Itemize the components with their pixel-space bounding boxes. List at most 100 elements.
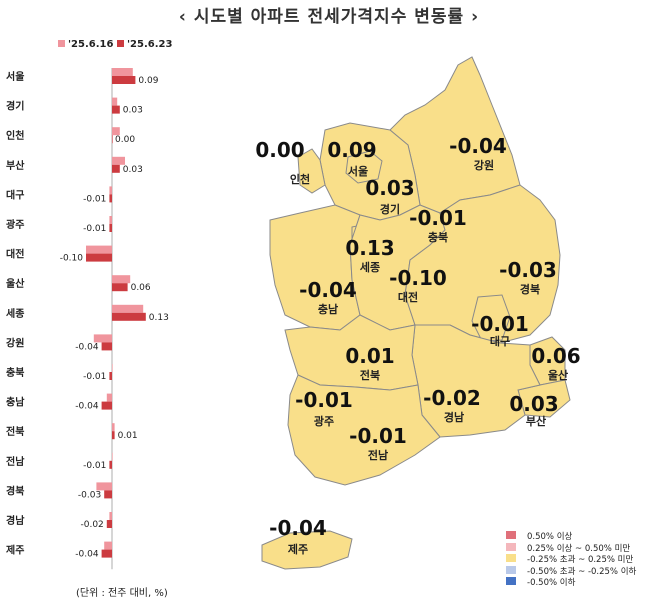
map-region-name: 인천	[290, 172, 310, 186]
map-value: 0.03	[365, 176, 414, 200]
map-region-name: 전북	[360, 368, 380, 382]
bar-prev	[112, 127, 120, 136]
bar-curr	[112, 283, 128, 292]
region-chungnam	[269, 204, 361, 331]
bar-prev	[112, 156, 125, 165]
bar-prev	[112, 68, 133, 76]
bar-curr	[112, 164, 120, 173]
category-label: 서울	[6, 70, 24, 83]
category-label: 인천	[6, 129, 24, 142]
map-region-name: 부산	[526, 414, 546, 428]
data-label: -0.04	[75, 342, 99, 352]
map-region-name: 대구	[490, 334, 510, 348]
region-jeju	[261, 530, 353, 570]
legend-label: 0.25% 이상 ~ 0.50% 미만	[527, 543, 631, 554]
page-title: ‹ 시도별 아파트 전세가격지수 변동률 ›	[178, 7, 480, 27]
region-jeonnam	[287, 374, 441, 486]
bar-prev	[112, 275, 131, 284]
data-label: -0.01	[83, 194, 106, 204]
map-region-name: 대전	[398, 290, 418, 304]
category-label: 경기	[6, 100, 24, 113]
legend-label-1: '25.6.16	[68, 39, 113, 50]
data-label: 0.03	[123, 106, 143, 116]
bar-prev	[104, 541, 112, 550]
bar-curr	[101, 401, 112, 410]
data-label: 0.03	[123, 165, 143, 175]
bar-curr	[112, 135, 113, 144]
bar-curr	[109, 224, 112, 232]
map-region-name: 울산	[548, 368, 568, 382]
data-label: -0.01	[83, 372, 106, 382]
bar-curr	[112, 431, 115, 440]
unit-note: (단위 : 전주 대비, %)	[76, 588, 168, 599]
legend-swatch-2	[117, 40, 124, 47]
map-value: 0.03	[509, 392, 558, 416]
map-region-name: 전남	[368, 448, 388, 462]
bar-chart: '25.6.16 '25.6.23 서울 0.09 경기 0.03 인천 0.00 부산 0.03…	[6, 39, 172, 570]
map-region-name: 충북	[428, 230, 448, 244]
map-value: -0.01	[295, 388, 353, 412]
map-value: -0.03	[499, 258, 557, 282]
map-value: -0.01	[349, 424, 407, 448]
bar-prev	[112, 364, 113, 372]
legend-row: -0.25% 초과 ~ 0.25% 미만	[500, 553, 655, 565]
data-label: 0.09	[138, 76, 158, 86]
legend-label: 0.50% 이상	[527, 532, 573, 542]
bar-prev	[109, 186, 112, 195]
data-label: -0.02	[81, 520, 104, 530]
map-region-name: 강원	[474, 158, 494, 172]
title-bar: ‹ 시도별 아파트 전세가격지수 변동률 ›	[0, 0, 658, 30]
data-label: -0.10	[60, 254, 84, 264]
map-region-name: 충남	[318, 302, 338, 316]
bar-prev	[96, 482, 112, 491]
map-region-name: 세종	[360, 260, 380, 274]
bar-curr	[106, 520, 112, 528]
category-label: 세종	[6, 307, 24, 320]
category-label: 강원	[6, 336, 24, 349]
category-label: 전남	[6, 455, 25, 468]
map-value: -0.01	[471, 312, 529, 336]
legend-swatch	[506, 577, 516, 585]
data-label: -0.01	[83, 461, 106, 471]
map-value: 0.06	[531, 344, 580, 368]
map-value: -0.10	[389, 266, 447, 290]
category-label: 충남	[6, 396, 25, 409]
category-label: 광주	[6, 219, 24, 231]
category-label: 충북	[6, 366, 24, 379]
region-gyeongnam	[411, 324, 541, 438]
bar-prev	[93, 334, 112, 343]
legend-row: -0.50% 이하	[500, 576, 655, 588]
legend-swatch-1	[58, 40, 65, 47]
data-label: 0.06	[131, 283, 151, 293]
bar-prev	[86, 245, 112, 254]
map-value: 0.13	[345, 236, 394, 260]
category-label: 대전	[6, 248, 24, 261]
bar-curr	[109, 372, 112, 380]
category-label: 부산	[6, 159, 25, 172]
legend-label: -0.50% 이하	[527, 578, 576, 588]
legend-label: -0.50% 초과 ~ -0.25% 이하	[527, 566, 637, 577]
map-region-name: 경남	[444, 410, 464, 424]
region-gyeongbuk	[404, 184, 561, 344]
map-region-name: 서울	[348, 164, 368, 178]
legend-label: -0.25% 초과 ~ 0.25% 미만	[527, 555, 634, 565]
legend-row: 0.25% 이상 ~ 0.50% 미만	[500, 542, 655, 554]
data-label: -0.04	[75, 402, 99, 412]
category-label: 경남	[6, 514, 25, 527]
map-regions	[261, 56, 571, 570]
bar-prev	[112, 423, 115, 432]
bar-prev	[112, 452, 113, 461]
bar-prev	[109, 216, 112, 224]
data-label: 0.01	[118, 431, 138, 441]
legend-row: -0.50% 초과 ~ -0.25% 이하	[500, 565, 655, 577]
region-incheon	[297, 148, 326, 194]
bar-prev	[112, 304, 144, 313]
data-label: 0.00	[115, 135, 135, 145]
bar-curr	[109, 194, 112, 203]
legend-swatch	[506, 554, 516, 562]
map-value: 0.00	[255, 138, 304, 162]
region-daegu	[471, 294, 511, 342]
bar-curr	[86, 253, 112, 262]
legend-row: 0.50% 이상	[500, 530, 655, 542]
